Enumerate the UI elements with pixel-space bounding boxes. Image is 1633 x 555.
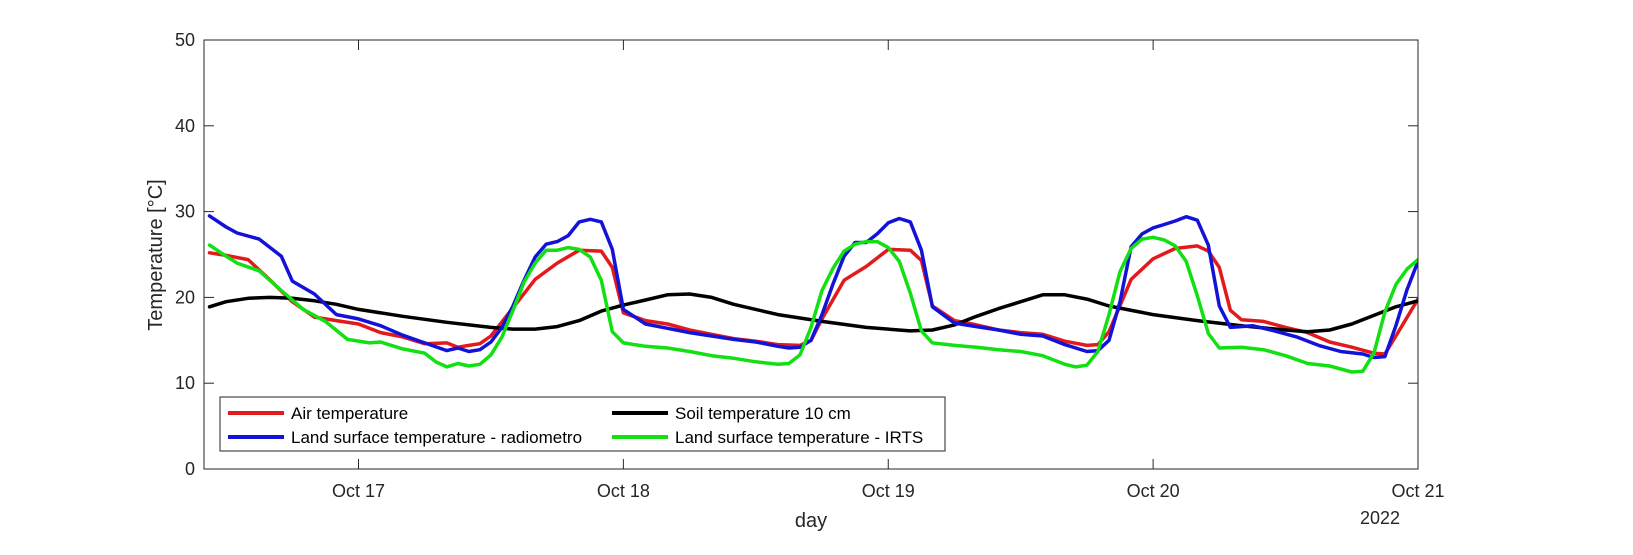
y-tick-label: 0 <box>185 459 195 479</box>
series-line-1 <box>207 244 1418 356</box>
x-axis-year-label: 2022 <box>1360 508 1400 528</box>
x-tick-label: Oct 18 <box>597 481 650 501</box>
x-axis-label: day <box>795 510 827 532</box>
legend-label-2: Soil temperature 10 cm <box>675 404 851 423</box>
y-tick-label: 40 <box>175 116 195 136</box>
legend-box <box>219 396 946 452</box>
y-axis-label: Temperature [°C] <box>145 179 167 330</box>
series-layer <box>207 214 1418 374</box>
y-tick-label: 10 <box>175 373 195 393</box>
x-axis: Oct 17 Oct 18 Oct 19 Oct 20 Oct 21 <box>332 40 1445 501</box>
x-tick-label: Oct 21 <box>1391 481 1444 501</box>
series-line-3 <box>207 214 1418 360</box>
legend-label-3: Land surface temperature - radiometro <box>291 428 582 447</box>
x-tick-label: Oct 17 <box>332 481 385 501</box>
y-axis: 0 10 20 30 40 50 <box>175 30 1418 479</box>
legend-label-4: Land surface temperature - IRTS <box>675 428 923 447</box>
y-tick-label: 30 <box>175 202 195 222</box>
legend: Air temperature Soil temperature 10 cm Lan… <box>219 396 946 452</box>
legend-label-1: Air temperature <box>291 404 408 423</box>
y-tick-label: 20 <box>175 287 195 307</box>
x-tick-label: Oct 20 <box>1127 481 1180 501</box>
plot-frame <box>203 39 1419 470</box>
x-tick-label: Oct 19 <box>862 481 915 501</box>
series-line-4 <box>207 235 1418 374</box>
y-tick-label: 50 <box>175 30 195 50</box>
